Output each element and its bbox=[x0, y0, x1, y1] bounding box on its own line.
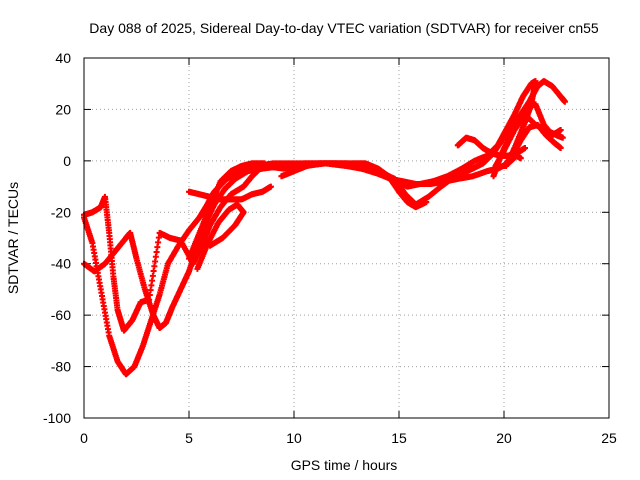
data-points bbox=[81, 78, 568, 378]
series-track-g bbox=[278, 160, 430, 211]
y-tick-label: 0 bbox=[63, 153, 71, 169]
y-tick-label: -100 bbox=[43, 410, 71, 426]
x-tick-label: 25 bbox=[601, 430, 617, 446]
series-track-a bbox=[81, 78, 568, 378]
data-point bbox=[561, 98, 568, 105]
data-point bbox=[557, 145, 564, 151]
plot-frame bbox=[83, 57, 610, 419]
x-tick-label: 5 bbox=[185, 430, 193, 446]
y-tick-label: -40 bbox=[51, 256, 71, 272]
y-axis-label: SDTVAR / TECUs bbox=[5, 182, 21, 294]
data-point bbox=[207, 242, 213, 249]
y-tick-label: -20 bbox=[51, 204, 71, 220]
data-point bbox=[261, 160, 268, 167]
data-point bbox=[267, 183, 274, 190]
x-tick-label: 15 bbox=[391, 430, 407, 446]
grid-lines bbox=[84, 58, 609, 418]
chart-title: Day 088 of 2025, Sidereal Day-to-day VTE… bbox=[89, 20, 599, 36]
data-point bbox=[522, 145, 528, 151]
series-track-k bbox=[501, 121, 564, 169]
x-tick-label: 20 bbox=[496, 430, 512, 446]
y-tick-label: 20 bbox=[55, 101, 71, 117]
y-tick-label: -60 bbox=[51, 307, 71, 323]
data-point bbox=[517, 155, 524, 162]
x-tick-label: 10 bbox=[286, 430, 302, 446]
series-track-f bbox=[186, 160, 268, 262]
series-track-e bbox=[194, 201, 247, 272]
data-point bbox=[559, 134, 566, 141]
x-axis-label: GPS time / hours bbox=[291, 457, 398, 473]
x-tick-label: 0 bbox=[80, 430, 88, 446]
y-tick-label: 40 bbox=[55, 50, 71, 66]
series-track-j bbox=[490, 101, 564, 180]
data-point bbox=[423, 199, 430, 205]
axis-ticks: 0 5 10 15 20 25 -100 -80 -60 -40 -20 0 20 40 bbox=[43, 50, 617, 446]
y-tick-label: -80 bbox=[51, 359, 71, 375]
data-point bbox=[557, 127, 564, 133]
